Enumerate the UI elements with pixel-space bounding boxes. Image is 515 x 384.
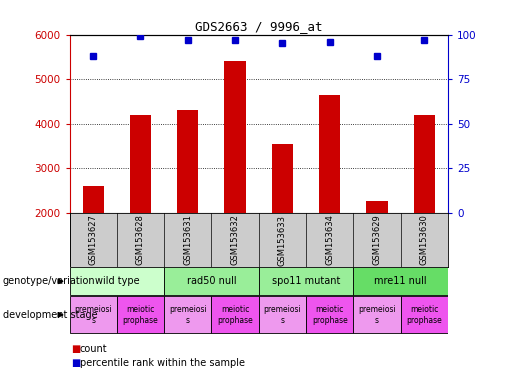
Text: mre11 null: mre11 null — [374, 276, 427, 286]
Text: wild type: wild type — [95, 276, 139, 286]
Bar — [367, 200, 388, 213]
Text: GSM153629: GSM153629 — [372, 215, 382, 265]
Text: premeiosi
s: premeiosi s — [169, 305, 207, 324]
Bar — [319, 95, 340, 213]
Bar — [401, 296, 448, 333]
Text: GSM153631: GSM153631 — [183, 215, 192, 265]
Bar — [306, 296, 353, 333]
Text: premeiosi
s: premeiosi s — [264, 305, 301, 324]
Title: GDS2663 / 9996_at: GDS2663 / 9996_at — [195, 20, 322, 33]
Bar — [225, 61, 246, 213]
Text: ■: ■ — [72, 358, 81, 368]
Bar — [70, 267, 164, 295]
Text: meiotic
prophase: meiotic prophase — [406, 305, 442, 324]
Bar — [353, 296, 401, 333]
Bar — [164, 296, 212, 333]
Text: spo11 mutant: spo11 mutant — [272, 276, 340, 286]
Text: GSM153627: GSM153627 — [89, 215, 98, 265]
Bar — [259, 267, 353, 295]
Text: premeiosi
s: premeiosi s — [358, 305, 396, 324]
Bar — [414, 115, 435, 213]
Bar — [259, 296, 306, 333]
Bar — [164, 267, 259, 295]
Text: rad50 null: rad50 null — [186, 276, 236, 286]
Text: GSM153633: GSM153633 — [278, 215, 287, 265]
Text: ■: ■ — [72, 344, 81, 354]
Text: development stage: development stage — [3, 310, 97, 320]
Text: GSM153628: GSM153628 — [136, 215, 145, 265]
Text: count: count — [80, 344, 108, 354]
Bar — [82, 186, 104, 213]
Text: meiotic
prophase: meiotic prophase — [312, 305, 348, 324]
Text: GSM153632: GSM153632 — [231, 215, 239, 265]
Bar — [212, 296, 259, 333]
Text: meiotic
prophase: meiotic prophase — [217, 305, 253, 324]
Bar — [177, 111, 198, 213]
Bar — [117, 296, 164, 333]
Bar — [130, 115, 151, 213]
Bar — [353, 267, 448, 295]
Bar — [272, 144, 293, 213]
Text: GSM153634: GSM153634 — [325, 215, 334, 265]
Text: GSM153630: GSM153630 — [420, 215, 429, 265]
Text: premeiosi
s: premeiosi s — [74, 305, 112, 324]
Bar — [70, 296, 117, 333]
Text: genotype/variation: genotype/variation — [3, 276, 95, 286]
Text: percentile rank within the sample: percentile rank within the sample — [80, 358, 245, 368]
Text: meiotic
prophase: meiotic prophase — [123, 305, 159, 324]
